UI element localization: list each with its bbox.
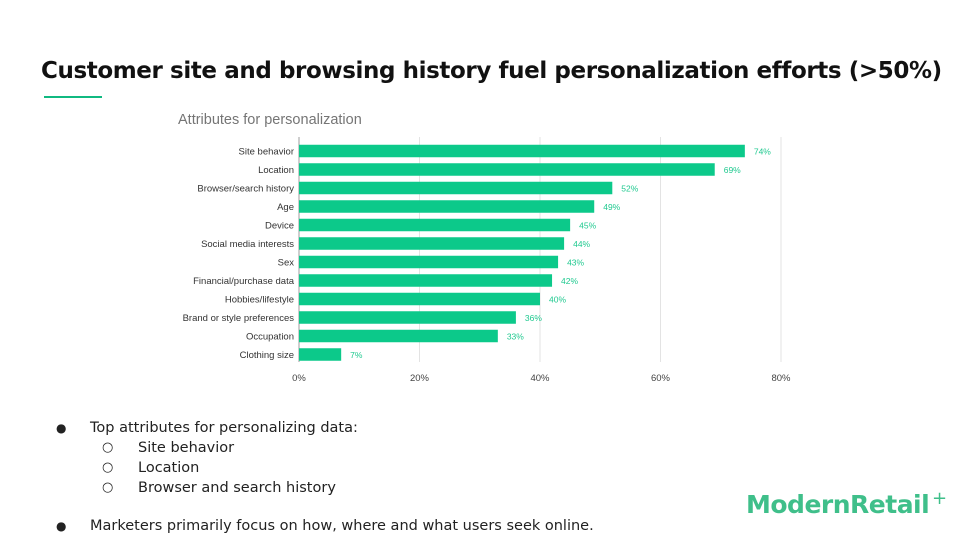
bar [299,200,595,213]
bar [299,274,553,287]
category-label: Brand or style preferences [183,313,295,324]
chart-x-ticks: 0% 20% 40% 60% 80% [292,373,791,384]
category-label: Hobbies/lifestyle [225,295,294,306]
x-tick-label: 60% [651,373,671,384]
bar [299,163,715,176]
bar [299,218,571,232]
bar [299,237,565,250]
bullet-text: Marketers primarily focus on how, where … [90,518,594,534]
category-label: Social media interests [201,239,294,250]
category-label: Sex [278,258,295,269]
sub-bullet-dot: ○ [102,440,114,455]
data-label: 44% [573,239,590,249]
data-label: 43% [567,258,584,268]
category-label: Age [277,202,294,213]
sub-bullet-dot: ○ [102,480,114,495]
bullet-item: ● Top attributes for personalizing data: [56,418,696,438]
bullet-spacer [56,498,696,516]
data-label: 42% [561,276,578,286]
category-label: Location [258,165,294,176]
category-label: Site behavior [239,147,294,158]
x-tick-label: 20% [410,373,430,384]
sub-bullet-dot: ○ [102,460,114,475]
data-label: 7% [350,350,363,360]
bar [299,144,745,158]
sub-bullet-text: Location [138,460,200,476]
bullet-dot: ● [56,421,67,435]
data-label: 40% [549,295,566,305]
title-underline [44,96,102,98]
sub-bullet-text: Site behavior [138,440,235,456]
category-label: Clothing size [240,350,294,361]
sub-bullet-text: Browser and search history [138,480,336,496]
category-label: Financial/purchase data [193,276,295,287]
bar [299,348,342,361]
data-label: 69% [724,165,741,175]
chart-title: Attributes for personalization [178,112,362,128]
bullet-item: ● Marketers primarily focus on how, wher… [56,516,696,536]
data-label: 52% [621,184,638,194]
bar [299,292,540,306]
x-tick-label: 80% [771,373,791,384]
data-label: 74% [754,147,771,157]
chart-bars: Site behavior 74% Location 69% Browser/searc… [183,144,771,361]
data-label: 45% [579,221,596,231]
data-label: 49% [603,202,620,212]
data-label: 33% [507,332,524,342]
sub-bullet-item: ○ Location [56,458,696,478]
x-tick-label: 40% [530,373,550,384]
bar [299,311,516,324]
bullet-text: Top attributes for personalizing data: [90,420,358,436]
modern-retail-logo: ModernRetail [746,490,930,519]
category-label: Browser/search history [197,184,294,195]
bullet-dot: ● [56,519,67,533]
bar [299,181,613,195]
sub-bullet-item: ○ Site behavior [56,438,696,458]
category-label: Occupation [246,332,294,343]
data-label: 36% [525,313,542,323]
logo-plus-icon: + [932,488,948,509]
bar [299,329,498,343]
x-tick-label: 0% [292,373,306,384]
bar [299,255,559,269]
slide-title: Customer site and browsing history fuel … [41,58,942,84]
bar-chart: Attributes for personalization Site beha… [178,112,791,384]
sub-bullet-item: ○ Browser and search history [56,478,696,498]
category-label: Device [265,221,294,232]
bullet-list: ● Top attributes for personalizing data:… [56,418,696,536]
